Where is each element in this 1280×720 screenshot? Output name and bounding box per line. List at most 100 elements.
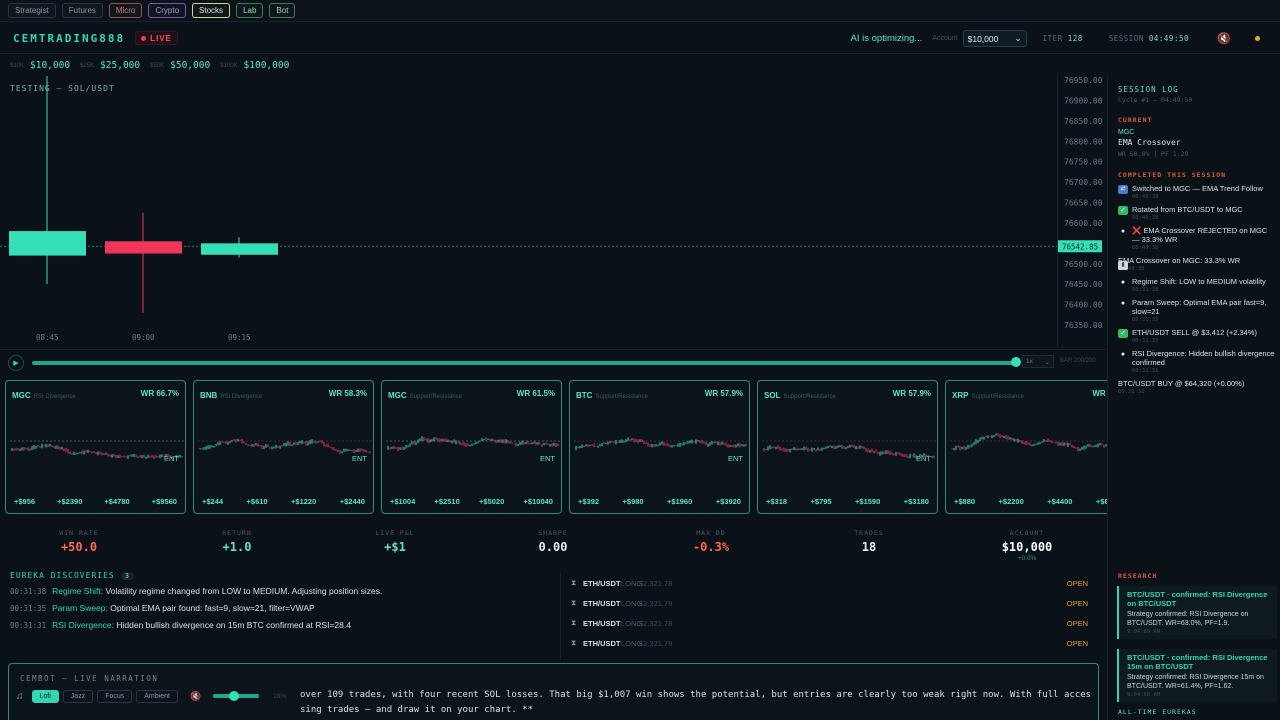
mini-chart [574, 437, 748, 451]
price-tick-label: 76800.00 [1064, 137, 1103, 146]
card-entry-signal: ENT [728, 454, 743, 463]
tier-value: +$610 [246, 497, 268, 506]
tier-value: +$795 [810, 497, 832, 506]
bar-count: BAR 200/200 [1060, 358, 1096, 364]
quick-label: $50K [150, 62, 165, 69]
lightbulb-icon: ● [1120, 279, 1126, 286]
mute-speaker-icon[interactable]: 🔇 [1217, 33, 1231, 45]
session-timer: SESSION 04:49:50 [1108, 34, 1189, 43]
log-item: ▮ EMA Crossover on MGC: 33.3% WR 00:40:3… [1118, 256, 1276, 272]
mini-chart [950, 433, 1107, 452]
music-note-icon: ♫ [16, 690, 24, 702]
check-icon: ✓ [1118, 329, 1128, 338]
account-select[interactable]: $10,000 ⌄ [962, 30, 1027, 47]
position-row[interactable]: ⧗ ETH/USDT LONG $2,321.78 OPEN [571, 618, 1088, 628]
research-card[interactable]: BTC/USDT · confirmed: RSI Divergence 15m… [1117, 649, 1277, 702]
log-time: 00:31:35 [1132, 317, 1159, 323]
metric-live-p-l: LIVE P&L +$1 [316, 529, 474, 569]
metric-sharpe: SHARPE 0.00 [474, 529, 632, 569]
card-win-rate: WR 57.9% [892, 389, 931, 398]
metric-value: 0.00 [538, 540, 568, 554]
log-item: ● ❌ EMA Crossover REJECTED on MGC — 33.3… [1118, 226, 1276, 251]
hourglass-icon: ⧗ [571, 638, 577, 647]
metric-label: SHARPE [538, 529, 568, 537]
audio-mode-focus[interactable]: Focus [97, 689, 133, 703]
tier-value: +$2200 [998, 497, 1024, 506]
iter-counter: ITER 128 [1042, 34, 1083, 43]
research-title: BTC/USDT · confirmed: RSI Divergence 15m… [1127, 653, 1268, 671]
mini-chart [762, 440, 936, 459]
price-tick-label: 76950.00 [1064, 76, 1103, 85]
tier-value: +$4400 [1047, 497, 1073, 506]
audio-mode-lofi[interactable]: Lofi [31, 689, 59, 703]
log-time: 00:31:31 [1118, 389, 1145, 395]
strategy-card[interactable]: MGC Support/Resistance WR 61.5% ENT +$100… [381, 380, 562, 514]
metric-label: ACCOUNT [1009, 529, 1045, 537]
log-text: Rotated from BTC/USDT to MGC [1132, 205, 1243, 214]
price-tick-label: 76600.00 [1064, 219, 1103, 228]
strategy-card[interactable]: BNB RSI Divergence WR 58.3% ENT +$244 +$6… [193, 380, 374, 514]
price-tick-label: 76900.00 [1064, 96, 1103, 105]
candle-body [105, 241, 182, 254]
tab-futures[interactable]: Futures [61, 3, 103, 18]
research-card[interactable]: BTC/USDT · confirmed: RSI Divergence on … [1117, 586, 1277, 639]
price-chart[interactable]: 76950.00 76900.00 76850.00 76800.00 76750.00… [0, 67, 1106, 347]
account-label: Account [932, 35, 958, 42]
strategy-card[interactable]: BTC Support/Resistance WR 57.9% ENT +$392… [569, 380, 750, 514]
tab-strategist[interactable]: Strategist [8, 3, 56, 18]
strategy-card[interactable]: SOL Support/Resistance WR 57.9% ENT +$318… [757, 380, 938, 514]
mode-tabs: Strategist Futures Micro Crypto Stocks L… [0, 0, 1280, 22]
metric-label: TRADES [854, 529, 884, 537]
audio-mode-ambient[interactable]: Ambient [136, 689, 178, 703]
quick-account-25k[interactable]: $25,000 [100, 60, 141, 71]
metric-value: -0.3% [692, 540, 730, 554]
eureka-title: EUREKA DISCOVERIES [10, 571, 115, 580]
tab-bot[interactable]: Bot [269, 3, 296, 18]
card-win-rate: WR 61.5% [516, 389, 555, 398]
position-row[interactable]: ⧗ ETH/USDT LONG $2,321.78 OPEN [571, 638, 1088, 648]
narration-title: CEMBOT — LIVE NARRATION [20, 674, 159, 683]
tab-lab[interactable]: Lab [236, 3, 264, 18]
metric-value: +$1 [384, 540, 406, 554]
quick-account-100k[interactable]: $100,000 [243, 60, 290, 71]
time-tick-label: 08:45 [36, 333, 59, 342]
log-item: ● Param Sweep: Optimal EMA pair fast=9, … [1118, 298, 1276, 323]
positions-list: ⧗ ETH/USDT LONG $2,321.78 OPEN ⧗ ETH/USDT LONG… [560, 573, 1096, 659]
play-icon[interactable]: ▶ [8, 355, 24, 371]
speed-select[interactable]: 1x ⌄ [1022, 355, 1054, 368]
card-entry-signal: ENT [540, 454, 555, 463]
cycle-label: Cycle #1 — 04:49:50 [1118, 96, 1193, 104]
tab-stocks[interactable]: Stocks [192, 3, 231, 18]
tab-micro[interactable]: Micro [108, 3, 143, 18]
strategy-card[interactable]: MGC RSI Divergence WR 66.7% ENT +$956 +$2… [5, 380, 186, 514]
chevron-down-icon: ⌄ [1014, 33, 1022, 43]
tier-value: +$244 [202, 497, 224, 506]
log-time: 00:40:38 [1132, 245, 1159, 251]
card-entry-signal: ENT [916, 454, 931, 463]
narration-line: sing trades — and draw it on your chart.… [300, 705, 533, 715]
playback-track[interactable] [32, 361, 1016, 365]
lightbulb-icon: ● [1120, 228, 1126, 235]
position-row[interactable]: ⧗ ETH/USDT LONG $2,321.78 OPEN [571, 598, 1088, 608]
log-text: ETH/USDT SELL @ $3,412 (+2.34%) [1132, 328, 1257, 337]
app-header: CEMTRADING888 LIVE AI is optimizing... A… [0, 23, 1280, 54]
current-price-label: 76542.85 [1062, 242, 1098, 251]
card-entry-signal: ENT [352, 454, 367, 463]
card-tiers: +$244 +$610 +$1220 +$2440 [202, 497, 365, 506]
research-time: 9:04:60 AM [1127, 629, 1161, 635]
status-dot-icon [1255, 36, 1260, 41]
card-tiers: +$1004 +$2510 +$5020 +$10040 [390, 497, 553, 506]
tab-crypto[interactable]: Crypto [148, 3, 187, 18]
audio-mode-jazz[interactable]: Jazz [62, 689, 94, 703]
price-tick-label: 76350.00 [1064, 321, 1103, 330]
mute-icon[interactable]: 🔇 [189, 690, 202, 701]
playback-handle[interactable] [1011, 357, 1021, 367]
quick-account-50k[interactable]: $50,000 [170, 60, 211, 71]
position-row[interactable]: ⧗ ETH/USDT LONG $2,321.78 OPEN [571, 578, 1088, 588]
volume-slider[interactable] [213, 691, 260, 701]
card-symbol: BTC Support/Resistance [576, 391, 648, 400]
research-body: Strategy confirmed: RSI Divergence 15m o… [1127, 674, 1264, 690]
quick-account-10k[interactable]: $10,000 [30, 60, 71, 71]
session-log-panel: SESSION LOG Cycle #1 — 04:49:50 CURRENT … [1107, 76, 1280, 720]
